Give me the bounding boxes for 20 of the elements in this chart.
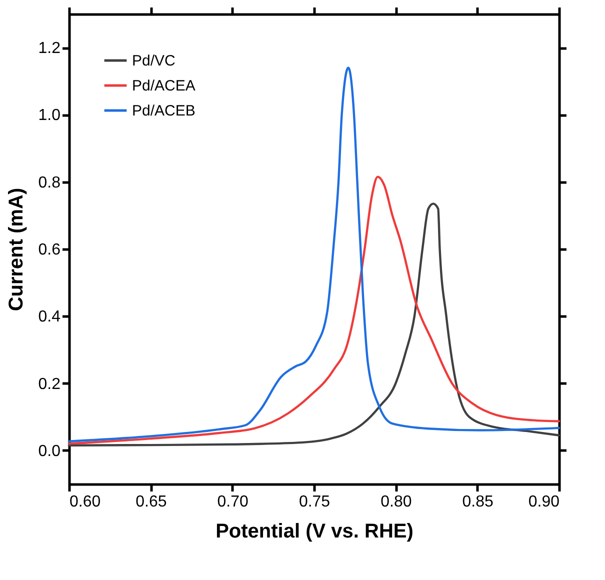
y-tick-label: 1.0 xyxy=(38,107,61,124)
legend-label: Pd/ACEA xyxy=(132,78,196,94)
y-tick-label: 0.0 xyxy=(38,442,61,460)
x-tick-label: 0.60 xyxy=(70,494,101,510)
y-tick-label: 1.2 xyxy=(38,40,61,58)
y-tick-label: 0.8 xyxy=(38,174,61,192)
x-tick-label: 0.85 xyxy=(462,494,494,510)
x-tick-label: 0.90 xyxy=(528,494,560,510)
y-tick-label: 0.6 xyxy=(38,242,61,258)
legend-label: Pd/VC xyxy=(132,52,176,70)
x-tick-label: 0.80 xyxy=(380,494,412,510)
y-tick-label: 0.2 xyxy=(38,376,61,393)
line-series xyxy=(68,66,560,442)
x-tick-label: 0.70 xyxy=(217,494,249,510)
y-tick-label: 0.4 xyxy=(38,308,61,326)
x-tick-label: 0.65 xyxy=(136,494,167,510)
x-tick-label: 0.75 xyxy=(298,494,330,510)
legend-label: Pd/ACEB xyxy=(132,102,196,120)
x-axis-title: Potential (V vs. RHE) xyxy=(216,520,414,542)
y-axis-title: Current (mA) xyxy=(5,188,28,312)
